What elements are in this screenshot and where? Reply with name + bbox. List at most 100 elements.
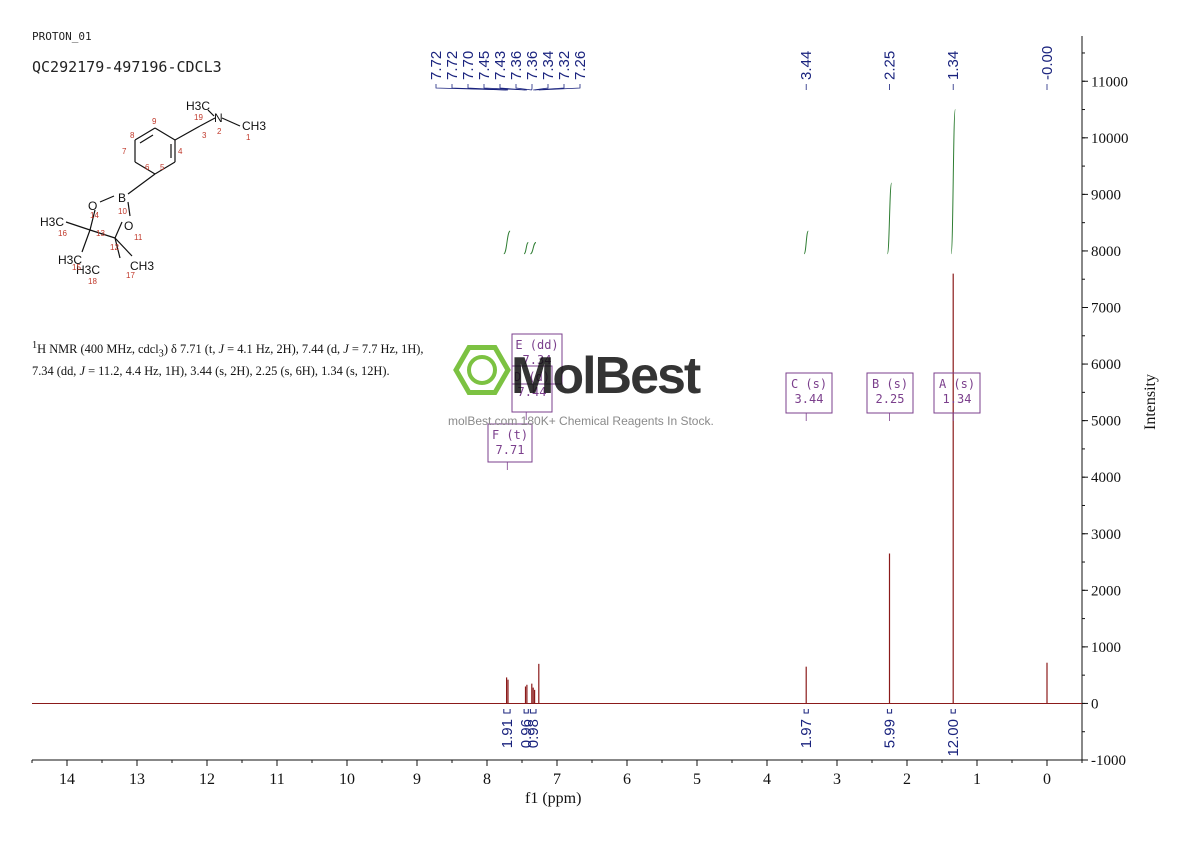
peak-label: 7.36 [508,51,525,80]
integral-value: 0.96 [518,719,535,748]
atom-number: 19 [194,113,203,122]
multiplet-box [511,365,553,413]
integral-bracket [803,709,809,714]
atom-label: H3C [186,99,210,113]
atom-number: 11 [134,233,143,242]
atom-number: 1 [246,133,251,142]
integral-curve [530,241,537,255]
atom-number: 2 [217,127,222,136]
peak-label-connector [483,84,526,91]
atom-number: 9 [152,117,157,126]
y-tick-label: 6000 [1091,357,1121,373]
multiplet-box [487,423,533,463]
y-tick-label: 8000 [1091,244,1121,260]
y-tick-label: 4000 [1091,470,1121,486]
y-tick-label: 2000 [1091,583,1121,599]
peak-label-connector [451,84,507,91]
multiplet-label: A (s) [939,377,975,391]
atom-number: 15 [72,263,81,272]
x-tick-label: 9 [413,771,421,788]
atom-label: O [124,219,133,233]
multiplet-shift: 3.44 [795,392,824,406]
y-tick-label: 10000 [1091,131,1129,147]
multiplet-box [785,372,833,414]
peak-label: 3.44 [798,51,815,80]
multiplet-label: C (s) [791,377,827,391]
x-tick-label: 5 [693,771,701,788]
multiplet-shift: 7.34 [523,353,552,367]
atom-number: 4 [178,147,183,156]
multiplet-box [866,372,914,414]
atom-number: 16 [58,229,67,238]
atom-label: CH3 [242,119,266,133]
y-tick-label: -1000 [1091,753,1126,769]
sample-name: QC292179-497196-CDCL3 [32,58,222,76]
nmr-description: 1H NMR (400 MHz, cdcl3) δ 7.71 (t, J = 4… [32,340,424,379]
x-tick-label: 8 [483,771,491,788]
atom-label: O [88,199,97,213]
y-axis-title: Intensity [1142,374,1159,430]
y-tick-label: 7000 [1091,301,1121,317]
peak-label: 7.70 [460,51,477,80]
atom-number: 10 [118,207,127,216]
peak-label-connector [467,84,509,91]
atom-label: H3C [40,215,64,229]
integral-value: 1.91 [499,719,516,748]
atom-number: 3 [202,131,207,140]
peak-label: 7.72 [428,51,445,80]
y-tick-label: 5000 [1091,414,1121,430]
x-tick-label: 13 [129,771,145,788]
x-axis-title: f1 (ppm) [525,790,582,807]
integral-curve [503,230,511,255]
x-tick-label: 3 [833,771,841,788]
atom-number: 13 [96,229,105,238]
atom-number: 12 [110,243,119,252]
multiplet-label: E (dd) [515,338,558,352]
integral-curve [886,182,893,255]
x-tick-label: 2 [903,771,911,788]
x-tick-label: 11 [269,771,284,788]
y-tick-label: 1000 [1091,640,1121,656]
y-tick-label: 3000 [1091,527,1121,543]
peak-label: 7.34 [540,51,557,80]
x-tick-label: 10 [339,771,355,788]
peak-label: 7.43 [492,51,509,80]
y-tick-label: 11000 [1091,74,1128,90]
multiplet-box [933,372,981,414]
atom-label: B [118,191,126,205]
y-tick-label: 0 [1091,696,1099,712]
peak-label: 7.26 [572,51,589,80]
multiplet-shift: 7.71 [496,443,525,457]
molbest-logo-text: MolBest [511,347,701,405]
atom-label: CH3 [130,259,154,273]
atom-label: H3C [76,263,100,277]
integral-bracket [523,709,529,714]
atom-number: 7 [122,147,127,156]
x-tick-label: 14 [59,771,75,788]
integral-value: 0.98 [525,719,542,748]
peak-label: -0.00 [1039,46,1056,80]
atom-number: 18 [88,277,97,286]
peak-label: 7.45 [476,51,493,80]
x-tick-label: 0 [1043,771,1051,788]
atom-number: 6 [145,163,150,172]
multiplet-shift: 2.25 [876,392,905,406]
peak-label-connector [533,84,549,91]
chemical-structure: H3C N CH3 O B O H3C H3C H3C CH3 19 2 1 3… [40,99,266,286]
peak-label-connector [499,84,527,91]
integral-curve [523,241,529,255]
peak-label: 7.72 [444,51,461,80]
watermark-subtitle: molBest.com 180K+ Chemical Reagents In S… [448,414,714,428]
integral-bracket [950,709,956,714]
peak-label: 1.34 [945,51,962,80]
peak-label-connector [538,84,581,91]
x-tick-label: 4 [763,771,771,788]
y-tick-label: 9000 [1091,187,1121,203]
integral-bracket [529,709,537,714]
molbest-logo-ring [467,355,497,385]
multiplet-label: D (d) [514,370,550,384]
x-tick-label: 7 [553,771,561,788]
x-tick-label: 6 [623,771,631,788]
atom-label: N [214,111,223,125]
